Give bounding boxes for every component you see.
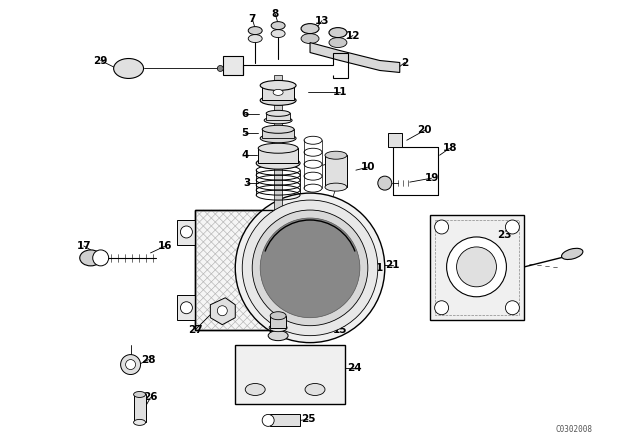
Polygon shape bbox=[310, 43, 400, 73]
Text: 10: 10 bbox=[360, 162, 375, 172]
Text: 25: 25 bbox=[301, 414, 316, 424]
Circle shape bbox=[93, 250, 109, 266]
Circle shape bbox=[435, 220, 449, 234]
Text: 17: 17 bbox=[76, 241, 91, 251]
Circle shape bbox=[180, 226, 193, 238]
Ellipse shape bbox=[325, 151, 347, 159]
Text: 1: 1 bbox=[376, 263, 383, 273]
Bar bbox=[195, 210, 315, 330]
Text: 7: 7 bbox=[248, 13, 256, 24]
Bar bbox=[177, 295, 195, 320]
Bar bbox=[134, 395, 145, 422]
Ellipse shape bbox=[80, 250, 102, 266]
Text: 3: 3 bbox=[244, 178, 251, 188]
Text: 24: 24 bbox=[348, 362, 362, 373]
Text: 8: 8 bbox=[271, 9, 279, 19]
Ellipse shape bbox=[325, 183, 347, 191]
Text: 13: 13 bbox=[315, 16, 329, 26]
Text: 11: 11 bbox=[333, 87, 347, 97]
Text: 26: 26 bbox=[143, 392, 158, 402]
Ellipse shape bbox=[262, 125, 294, 134]
Circle shape bbox=[260, 218, 360, 318]
Ellipse shape bbox=[561, 248, 583, 259]
Bar bbox=[262, 86, 294, 100]
Text: 9: 9 bbox=[337, 155, 344, 165]
Text: 21: 21 bbox=[385, 260, 400, 270]
Text: 22: 22 bbox=[460, 285, 474, 295]
Circle shape bbox=[252, 210, 368, 326]
Text: 28: 28 bbox=[141, 354, 156, 365]
Bar bbox=[177, 220, 195, 245]
Circle shape bbox=[120, 355, 141, 375]
Ellipse shape bbox=[305, 383, 325, 396]
Ellipse shape bbox=[256, 157, 300, 169]
Circle shape bbox=[447, 237, 506, 297]
Ellipse shape bbox=[269, 324, 287, 332]
Text: 16: 16 bbox=[158, 241, 173, 251]
Ellipse shape bbox=[260, 81, 296, 90]
Circle shape bbox=[435, 301, 449, 314]
Circle shape bbox=[236, 193, 385, 343]
Text: 14: 14 bbox=[333, 311, 348, 321]
Text: 20: 20 bbox=[417, 125, 432, 135]
Ellipse shape bbox=[258, 143, 298, 153]
Text: 2: 2 bbox=[401, 57, 408, 68]
Bar bbox=[274, 210, 282, 316]
Ellipse shape bbox=[329, 28, 347, 38]
Text: 5: 5 bbox=[242, 128, 249, 138]
Ellipse shape bbox=[260, 134, 296, 143]
Bar bbox=[195, 210, 315, 330]
Text: 6: 6 bbox=[242, 109, 249, 119]
Bar bbox=[266, 113, 290, 121]
Bar bbox=[388, 134, 402, 147]
Circle shape bbox=[456, 247, 497, 287]
Ellipse shape bbox=[114, 59, 143, 78]
Circle shape bbox=[262, 414, 274, 426]
Polygon shape bbox=[211, 298, 236, 325]
Ellipse shape bbox=[245, 383, 265, 396]
Bar bbox=[258, 148, 298, 163]
Circle shape bbox=[378, 176, 392, 190]
Bar bbox=[435, 220, 520, 314]
Ellipse shape bbox=[134, 419, 145, 425]
Circle shape bbox=[180, 302, 193, 314]
Bar bbox=[429, 215, 524, 320]
Ellipse shape bbox=[260, 95, 296, 105]
Bar bbox=[274, 75, 282, 215]
Ellipse shape bbox=[134, 392, 145, 397]
Text: C0302008: C0302008 bbox=[556, 425, 593, 434]
Circle shape bbox=[218, 306, 227, 316]
Ellipse shape bbox=[301, 34, 319, 43]
Ellipse shape bbox=[270, 312, 286, 320]
Ellipse shape bbox=[266, 110, 290, 116]
Text: 27: 27 bbox=[188, 325, 203, 335]
Ellipse shape bbox=[268, 331, 288, 340]
Bar bbox=[325, 155, 347, 187]
Text: 15: 15 bbox=[333, 325, 347, 335]
Text: 19: 19 bbox=[424, 173, 439, 183]
Polygon shape bbox=[223, 56, 243, 75]
Circle shape bbox=[218, 65, 223, 72]
Bar bbox=[262, 129, 294, 138]
Ellipse shape bbox=[248, 34, 262, 43]
Text: 12: 12 bbox=[346, 30, 360, 41]
Bar bbox=[236, 345, 345, 405]
Ellipse shape bbox=[248, 26, 262, 34]
Ellipse shape bbox=[329, 38, 347, 47]
Text: 18: 18 bbox=[442, 143, 457, 153]
Ellipse shape bbox=[271, 30, 285, 38]
Ellipse shape bbox=[273, 90, 283, 95]
Circle shape bbox=[506, 301, 520, 314]
Text: 29: 29 bbox=[93, 56, 108, 65]
Bar bbox=[270, 414, 300, 426]
Bar bbox=[270, 316, 286, 327]
Text: 23: 23 bbox=[497, 230, 511, 240]
Text: 4: 4 bbox=[241, 150, 249, 160]
Ellipse shape bbox=[301, 24, 319, 34]
Circle shape bbox=[243, 200, 378, 336]
Ellipse shape bbox=[264, 117, 292, 124]
Circle shape bbox=[506, 220, 520, 234]
Ellipse shape bbox=[271, 22, 285, 30]
Circle shape bbox=[125, 360, 136, 370]
